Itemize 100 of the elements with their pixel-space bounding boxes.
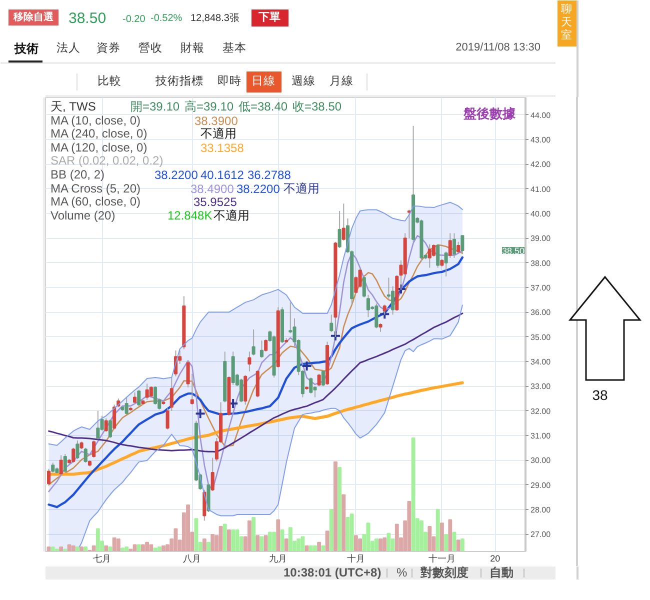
y-tick-label: 34.00	[530, 358, 552, 367]
bar	[313, 545, 317, 551]
y-tick-label: 28.00	[530, 506, 552, 515]
bar	[50, 546, 55, 551]
bar	[247, 520, 252, 551]
candlestick	[317, 373, 321, 387]
point	[330, 330, 341, 342]
annotation: 38.2200	[154, 168, 198, 182]
bar	[260, 536, 264, 551]
point	[194, 408, 206, 420]
candlestick	[76, 440, 80, 460]
bar	[378, 538, 382, 551]
candlestick	[153, 386, 158, 406]
text: 比較	[98, 74, 122, 88]
y-tick-label: 40.00	[530, 209, 552, 218]
bar	[272, 532, 276, 551]
bar	[280, 529, 284, 551]
bar	[252, 516, 256, 551]
bar	[149, 544, 154, 551]
bar	[325, 530, 330, 551]
text: 週線	[292, 74, 316, 88]
x-tick-label: 九月	[269, 554, 288, 564]
y-tick-label: 30.00	[530, 456, 552, 466]
annotation: SAR (0.02, 0.02, 0.2)	[50, 154, 164, 168]
text: 38	[592, 387, 608, 403]
annotation: MA Cross (5, 20)	[50, 182, 141, 196]
text: 基本	[222, 42, 246, 54]
text: %	[396, 566, 408, 580]
bar	[308, 545, 313, 551]
x-tick-label: 八月	[183, 554, 202, 564]
text: 12,848.3張	[190, 13, 240, 24]
y-tick-label: 27.00	[530, 530, 552, 540]
candlestick	[166, 408, 170, 430]
bar	[59, 546, 64, 551]
candlestick	[149, 386, 153, 398]
bar	[440, 522, 444, 551]
text: 法人	[56, 42, 80, 54]
text: 資券	[96, 42, 120, 54]
candlestick	[321, 370, 325, 387]
text: 財報	[180, 42, 204, 54]
bar	[92, 545, 96, 551]
x-tick-label: 十月	[346, 554, 365, 564]
bar	[428, 526, 432, 551]
bar	[112, 537, 116, 551]
bar	[268, 532, 272, 551]
annotation: BB (20, 2)	[50, 168, 105, 182]
text: 移除自選	[12, 11, 54, 23]
bar	[420, 520, 424, 551]
y-tick-label: 43.00	[530, 135, 552, 144]
chart-title: 天, TWS	[50, 100, 96, 114]
bar	[124, 546, 129, 551]
annotation: 低=38.40	[238, 100, 288, 114]
bar	[256, 535, 260, 551]
bar	[231, 529, 236, 551]
annotation: 35.9525	[194, 195, 238, 209]
candlestick	[342, 203, 346, 242]
candlestick	[452, 232, 456, 258]
y-tick-label: 32.00	[530, 406, 552, 416]
bar	[276, 519, 280, 551]
bar	[227, 529, 231, 551]
annotation: 38.3900	[194, 114, 238, 128]
annotation: MA (10, close, 0)	[50, 114, 141, 128]
text: 營收	[138, 42, 162, 54]
bar	[386, 532, 391, 551]
bar	[80, 546, 84, 551]
bar	[317, 542, 322, 551]
bar	[452, 532, 456, 551]
bar	[161, 545, 166, 551]
bar	[153, 548, 158, 551]
bar	[157, 546, 162, 551]
candlestick	[96, 410, 100, 440]
annotation: 40.1612	[200, 168, 244, 182]
bar	[354, 535, 358, 551]
annotation: 38.4900	[190, 182, 234, 196]
candlestick	[47, 468, 51, 486]
y-tick-label: 29.00	[530, 480, 552, 490]
bar	[108, 546, 112, 551]
annotation: 38.2200	[236, 182, 280, 196]
annotation: MA (240, close, 0)	[50, 126, 148, 140]
bar	[222, 524, 227, 551]
bar	[288, 527, 292, 551]
annotation: MA (120, close, 0)	[50, 140, 148, 154]
x-tick-label: 十一月	[428, 554, 456, 564]
text: 2019/11/08 13:30	[456, 42, 541, 54]
annotation: 38.50	[502, 246, 525, 256]
bar	[104, 545, 108, 551]
candlestick	[391, 286, 395, 316]
bar	[407, 501, 412, 551]
bar	[394, 524, 399, 551]
annotation: MA (60, close, 0)	[50, 194, 141, 208]
candlestick	[84, 447, 88, 464]
bar	[84, 546, 88, 551]
candlestick	[248, 351, 252, 372]
bar	[210, 534, 215, 551]
candlestick	[309, 377, 313, 394]
bar	[67, 544, 72, 551]
bar	[116, 538, 120, 551]
candlestick	[240, 378, 244, 403]
candlestick	[108, 418, 112, 438]
candlestick	[124, 396, 128, 416]
